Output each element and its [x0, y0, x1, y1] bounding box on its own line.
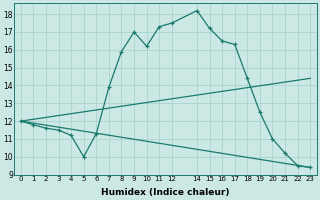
X-axis label: Humidex (Indice chaleur): Humidex (Indice chaleur) — [101, 188, 230, 197]
